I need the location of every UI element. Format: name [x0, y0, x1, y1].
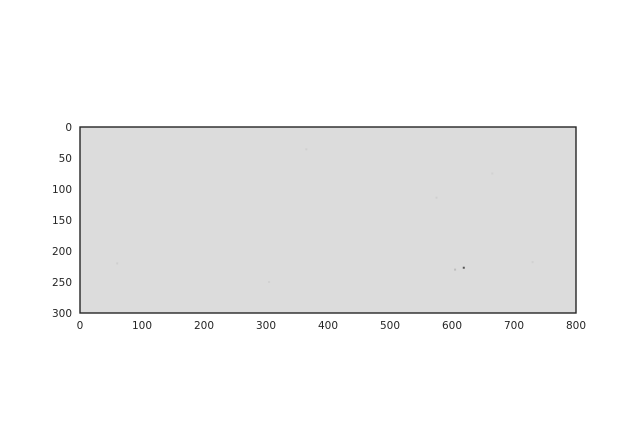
x-tick-label: 400 — [318, 320, 338, 332]
heatmap-image — [80, 127, 576, 313]
x-tick-label: 200 — [194, 320, 214, 332]
y-tick-label: 0 — [65, 122, 72, 134]
heatmap-speck — [454, 268, 457, 271]
x-tick-label: 800 — [566, 320, 586, 332]
axes-frame — [79, 126, 577, 314]
heatmap-specks — [116, 148, 534, 283]
heatmap-speck — [491, 172, 494, 175]
x-tick-label: 600 — [442, 320, 462, 332]
heatmap-speck — [435, 196, 438, 199]
y-tick-label: 300 — [52, 308, 72, 320]
y-tick-label: 100 — [52, 184, 72, 196]
x-tick-label: 100 — [132, 320, 152, 332]
y-tick-label: 50 — [59, 153, 72, 165]
heatmap-speck — [116, 262, 119, 265]
x-axis-ticks: 0 100 200 300 400 500 600 700 800 — [77, 320, 586, 332]
x-tick-label: 700 — [504, 320, 524, 332]
y-axis-ticks: 0 50 100 150 200 250 300 — [52, 122, 72, 320]
x-tick-label: 0 — [77, 320, 84, 332]
heatmap-speck — [531, 261, 534, 264]
y-tick-label: 250 — [52, 277, 72, 289]
y-tick-label: 150 — [52, 215, 72, 227]
heatmap-speck — [268, 281, 271, 283]
x-tick-label: 500 — [380, 320, 400, 332]
y-tick-label: 200 — [52, 246, 72, 258]
x-tick-label: 300 — [256, 320, 276, 332]
heatmap-speck — [305, 148, 308, 151]
heatmap-speck — [462, 266, 465, 269]
